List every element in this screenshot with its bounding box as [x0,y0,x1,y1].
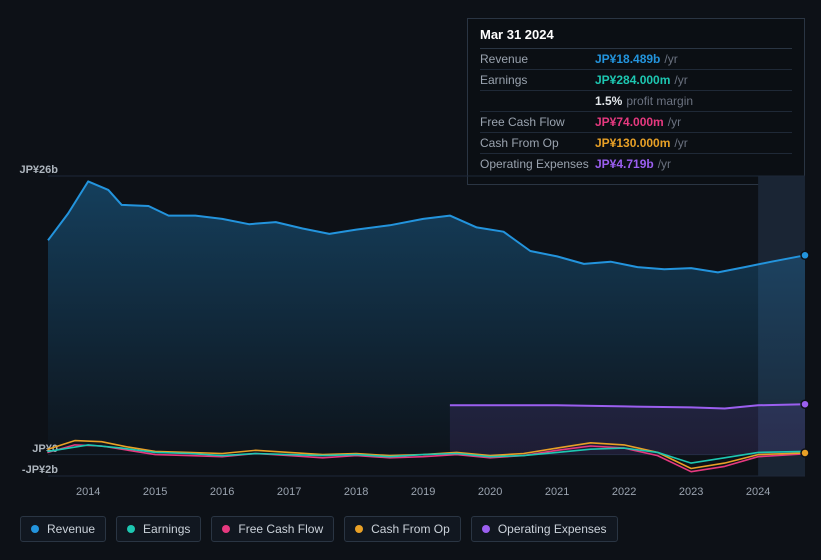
tooltip-row: EarningsJP¥284.000m/yr [480,69,792,90]
legend-item-label: Operating Expenses [498,522,607,536]
chart-canvas [48,176,805,476]
x-axis-tick: 2024 [746,486,770,498]
tooltip-row-label: Cash From Op [480,136,595,150]
x-axis-tick: 2019 [411,486,435,498]
legend-dot [482,525,490,533]
tooltip-row: 1.5% profit margin [480,90,792,111]
legend-item[interactable]: Free Cash Flow [211,516,334,542]
tooltip-row-label: Free Cash Flow [480,115,595,129]
x-axis-tick: 2022 [612,486,636,498]
legend-dot [222,525,230,533]
x-axis-tick: 2023 [679,486,703,498]
legend-item-label: Free Cash Flow [238,522,323,536]
legend-item-label: Cash From Op [371,522,450,536]
tooltip-row-value: JP¥130.000m [595,136,670,150]
x-axis-tick: 2017 [277,486,301,498]
tooltip-row-value: JP¥284.000m [595,73,670,87]
tooltip-row-label: Earnings [480,73,595,87]
tooltip-row-suffix: /yr [658,157,671,171]
tooltip-row-value: JP¥18.489b [595,52,660,66]
x-axis-tick: 2014 [76,486,100,498]
legend-item-label: Revenue [47,522,95,536]
legend-dot [127,525,135,533]
x-axis-tick: 2020 [478,486,502,498]
tooltip-row-suffix: /yr [674,73,687,87]
tooltip-row-suffix: profit margin [626,94,693,108]
x-axis-tick: 2018 [344,486,368,498]
y-axis-tick: JP¥26b [0,164,58,176]
tooltip-row: Operating ExpensesJP¥4.719b/yr [480,153,792,174]
x-axis-tick: 2021 [545,486,569,498]
x-axis-tick: 2015 [143,486,167,498]
chart-legend: Revenue Earnings Free Cash Flow Cash From O… [20,516,618,542]
tooltip-row-label: Operating Expenses [480,157,595,171]
tooltip-row: Cash From OpJP¥130.000m/yr [480,132,792,153]
tooltip-row-suffix: /yr [674,136,687,150]
legend-item[interactable]: Earnings [116,516,201,542]
legend-item[interactable]: Operating Expenses [471,516,618,542]
tooltip-date: Mar 31 2024 [480,27,792,42]
tooltip-row-label: Revenue [480,52,595,66]
legend-item[interactable]: Cash From Op [344,516,461,542]
tooltip-row: RevenueJP¥18.489b/yr [480,48,792,69]
x-axis-tick: 2016 [210,486,234,498]
chart-tooltip: Mar 31 2024 RevenueJP¥18.489b/yrEarnings… [467,18,805,185]
tooltip-row-suffix: /yr [668,115,681,129]
legend-dot [31,525,39,533]
tooltip-row-suffix: /yr [664,52,677,66]
legend-dot [355,525,363,533]
tooltip-row-label [480,94,595,108]
legend-item-label: Earnings [143,522,190,536]
financials-chart[interactable] [48,176,805,476]
legend-item[interactable]: Revenue [20,516,106,542]
tooltip-row-value: JP¥4.719b [595,157,654,171]
tooltip-row-value: JP¥74.000m [595,115,664,129]
tooltip-row: Free Cash FlowJP¥74.000m/yr [480,111,792,132]
tooltip-row-value: 1.5% [595,94,622,108]
